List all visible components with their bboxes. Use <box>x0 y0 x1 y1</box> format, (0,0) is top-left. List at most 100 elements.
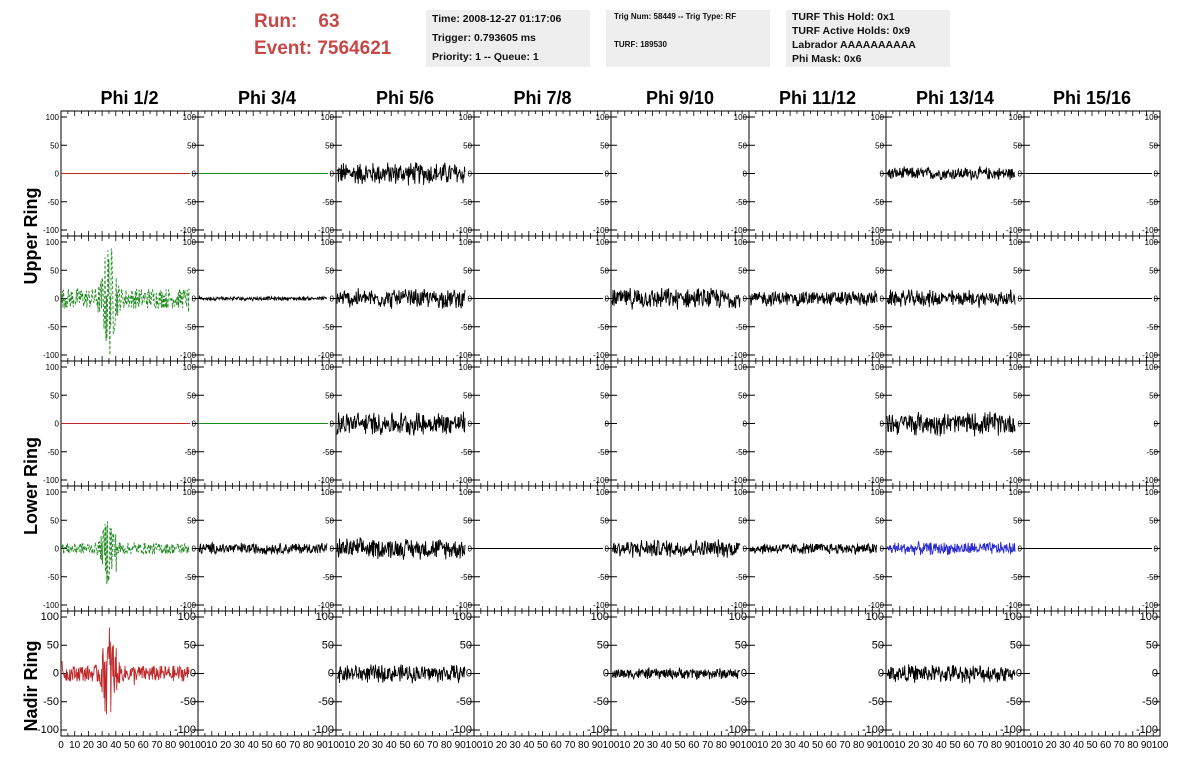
y-tick-label: 50 <box>50 141 59 150</box>
x-tick-label: 80 <box>441 740 453 751</box>
y-tick-label: 100 <box>183 238 197 247</box>
y-tick-label: -50 <box>322 573 334 582</box>
y-tick-label: 100 <box>1009 238 1023 247</box>
waveform-trace <box>886 165 1016 182</box>
y-tick-label: 0 <box>605 420 610 429</box>
y-tick-label: 100 <box>454 611 472 623</box>
x-tick-label: 40 <box>1073 740 1085 751</box>
x-tick-label: 80 <box>578 740 590 751</box>
x-tick-label: 50 <box>261 740 273 751</box>
x-tick-label: 100 <box>603 740 620 751</box>
y-tick-label: 50 <box>187 516 196 525</box>
y-tick-label: 100 <box>183 488 197 497</box>
x-tick-label: 20 <box>771 740 783 751</box>
x-tick-label: 50 <box>674 740 686 751</box>
x-tick-label: 60 <box>275 740 287 751</box>
y-tick-label: 100 <box>183 363 197 372</box>
y-tick-label: 50 <box>738 391 747 400</box>
y-tick-label: -100 <box>587 724 609 736</box>
y-tick-label: 50 <box>1146 639 1158 651</box>
y-tick-label: 50 <box>875 516 884 525</box>
run-value: 63 <box>318 11 340 32</box>
y-tick-label: -100 <box>180 601 197 610</box>
y-tick-label: 100 <box>46 363 60 372</box>
y-tick-label: -50 <box>735 448 747 457</box>
phi-mask-text: Phi Mask: 0x6 <box>792 53 862 65</box>
x-tick-label: 30 <box>510 740 522 751</box>
event-row: Event: 7564621 <box>254 35 391 62</box>
y-tick-label: -100 <box>593 476 610 485</box>
x-tick-label: 80 <box>716 740 728 751</box>
y-tick-label: 100 <box>459 363 473 372</box>
y-tick-label: 50 <box>600 266 609 275</box>
y-tick-label: 0 <box>743 295 748 304</box>
y-tick-label: -100 <box>1142 601 1159 610</box>
y-tick-label: 0 <box>330 170 335 179</box>
time-text: Time: 2008-12-27 01:17:06 <box>432 13 562 25</box>
y-tick-label: -50 <box>460 198 472 207</box>
y-tick-label: 100 <box>459 238 473 247</box>
y-tick-label: 100 <box>1145 488 1159 497</box>
x-tick-label: 30 <box>647 740 659 751</box>
y-tick-label: -100 <box>1142 351 1159 360</box>
y-tick-label: 0 <box>330 420 335 429</box>
y-tick-label: 0 <box>880 170 885 179</box>
y-tick-label: -50 <box>1006 696 1022 708</box>
y-tick-label: -100 <box>731 351 748 360</box>
y-tick-label: -100 <box>868 226 885 235</box>
x-tick-label: 70 <box>977 740 989 751</box>
x-tick-label: 20 <box>220 740 232 751</box>
y-tick-label: 0 <box>1018 295 1023 304</box>
y-tick-label: 100 <box>871 238 885 247</box>
x-tick-label: 100 <box>190 740 207 751</box>
y-tick-label: -100 <box>593 226 610 235</box>
y-tick-label: 50 <box>325 516 334 525</box>
waveform-trace <box>198 541 328 556</box>
waveform-trace <box>61 248 190 356</box>
x-tick-label: 40 <box>523 740 535 751</box>
x-tick-label: 70 <box>289 740 301 751</box>
panel-frame <box>610 360 750 487</box>
turf-hold-text: TURF This Hold: 0x1 <box>792 11 895 23</box>
y-tick-label: 100 <box>1145 238 1159 247</box>
y-tick-label: -50 <box>597 323 609 332</box>
x-tick-label: 100 <box>1152 740 1169 751</box>
column-header: Phi 5/6 <box>376 88 434 108</box>
y-tick-label: -50 <box>184 323 196 332</box>
x-tick-label: 30 <box>372 740 384 751</box>
x-tick-label: 60 <box>963 740 975 751</box>
x-tick-label: 70 <box>839 740 851 751</box>
y-tick-label: -50 <box>47 323 59 332</box>
x-tick-label: 10 <box>206 740 218 751</box>
column-header: Phi 7/8 <box>513 88 571 108</box>
panel-frame <box>610 235 750 362</box>
y-tick-label: 100 <box>1145 363 1159 372</box>
priority-text: Priority: 1 -- Queue: 1 <box>432 51 539 63</box>
waveform-trace <box>611 667 741 681</box>
x-tick-label: 100 <box>328 740 345 751</box>
x-tick-label: 10 <box>482 740 494 751</box>
event-label: Event: <box>254 38 313 59</box>
y-tick-label: 50 <box>738 141 747 150</box>
y-tick-label: 0 <box>741 668 747 680</box>
y-tick-label: 100 <box>183 113 197 122</box>
waveform-trace <box>337 664 466 684</box>
x-tick-label: 0 <box>58 740 64 751</box>
y-tick-label: -100 <box>180 226 197 235</box>
column-header: Phi 3/4 <box>238 88 296 108</box>
waveform-trace <box>611 287 741 310</box>
y-tick-label: 50 <box>184 639 196 651</box>
y-tick-label: 100 <box>1145 113 1159 122</box>
y-tick-label: -100 <box>868 351 885 360</box>
y-tick-label: 100 <box>729 611 747 623</box>
y-tick-label: -100 <box>43 476 60 485</box>
y-tick-label: -100 <box>868 601 885 610</box>
x-tick-label: 90 <box>592 740 604 751</box>
y-tick-label: 0 <box>880 545 885 554</box>
y-tick-label: -100 <box>174 724 196 736</box>
waveform-trace <box>336 411 466 436</box>
y-tick-label: 0 <box>192 420 197 429</box>
y-tick-label: 100 <box>46 488 60 497</box>
waveform-trace <box>198 294 328 303</box>
waveform-trace <box>749 542 878 555</box>
